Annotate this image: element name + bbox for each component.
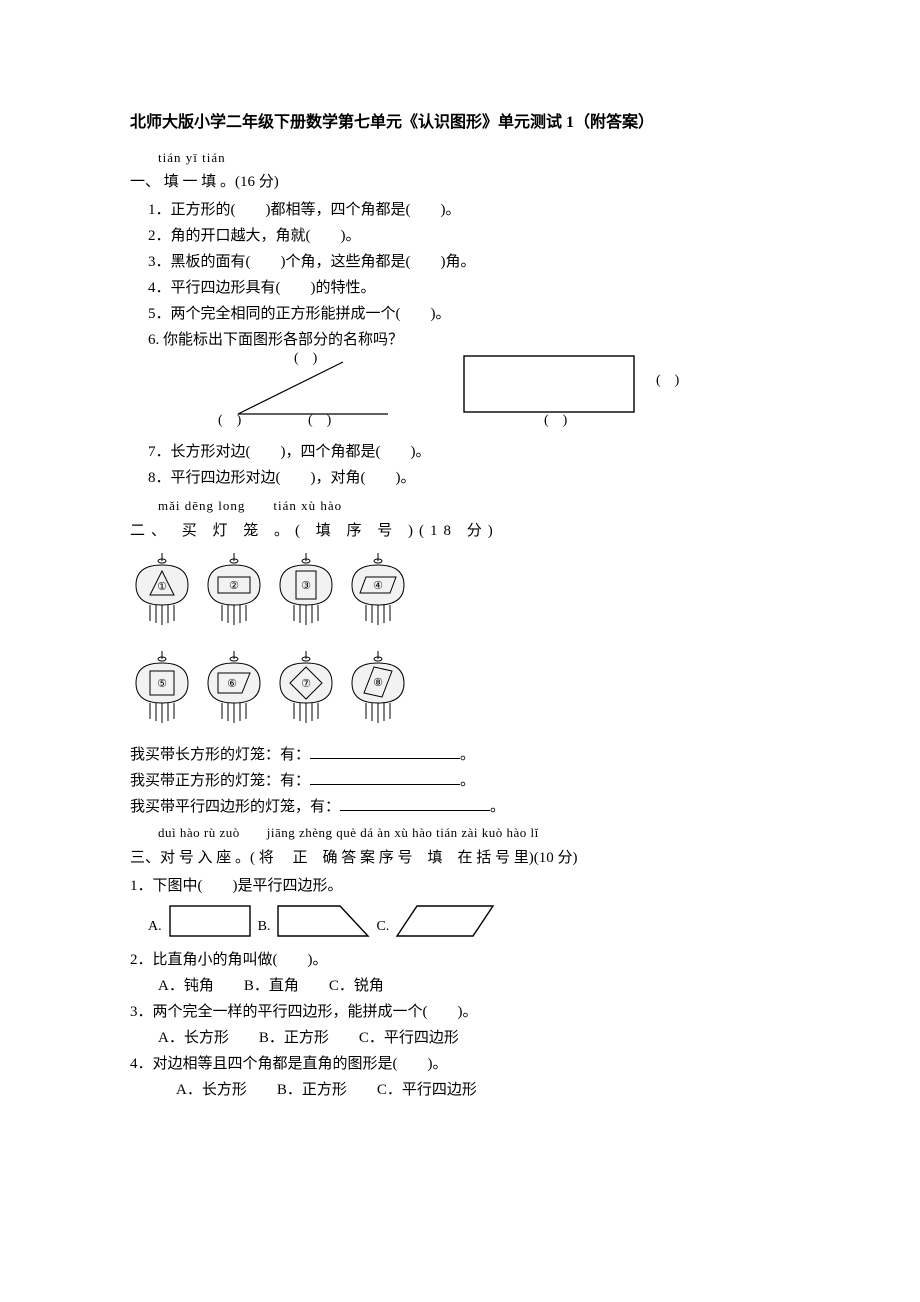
- a2-prefix: 我买带正方形的灯笼：有：: [130, 773, 310, 789]
- q5: 5．两个完全相同的正方形能拼成一个( )。: [148, 302, 790, 326]
- a-suffix: 。: [460, 747, 475, 763]
- lantern-2: ②: [202, 551, 266, 631]
- sec2-answer-1: 我买带长方形的灯笼：有： 。: [130, 743, 790, 767]
- q6-figures: ( ) ( ) ( ) ( ) ( ): [148, 354, 790, 434]
- sec3-q1-shapes: A. B. C.: [130, 904, 790, 938]
- sec3-q4: 4．对边相等且四个角都是直角的图形是( )。: [130, 1052, 790, 1076]
- a1-prefix: 我买带长方形的灯笼：有：: [130, 747, 310, 763]
- lantern-icon: ⑧: [346, 649, 410, 729]
- rect-label-right: ( ): [656, 370, 679, 392]
- q7: 7．长方形对边( )，四个角都是( )。: [148, 440, 790, 464]
- lantern-5: ⑤: [130, 649, 194, 729]
- lantern-7: ⑦: [274, 649, 338, 729]
- rect-figure: ( ) ( ): [458, 354, 698, 434]
- q6: 6. 你能标出下面图形各部分的名称吗？: [148, 328, 790, 352]
- lantern-number: ⑧: [373, 677, 383, 689]
- q1: 1．正方形的( )都相等，四个角都是( )。: [148, 198, 790, 222]
- sec3-q2: 2．比直角小的角叫做( )。: [130, 948, 790, 972]
- q2: 2．角的开口越大，角就( )。: [148, 224, 790, 248]
- lantern-4: ④: [346, 551, 410, 631]
- lantern-row-2: ⑤ ⑥ ⑦: [130, 649, 790, 729]
- parallelogram-shape-icon: [395, 904, 495, 938]
- lantern-number: ⑦: [301, 678, 311, 690]
- lantern-icon: ④: [346, 551, 410, 631]
- q3: 3．黑板的面有( )个角，这些角都是( )角。: [148, 250, 790, 274]
- sec3-q1: 1．下图中( )是平行四边形。: [130, 874, 790, 898]
- angle-figure: ( ) ( ) ( ): [208, 354, 418, 424]
- sec3-q2-opts: A．钝角 B．直角 C．锐角: [130, 974, 790, 998]
- q8: 8．平行四边形对边( )，对角( )。: [148, 466, 790, 490]
- doc-title: 北师大版小学二年级下册数学第七单元《认识图形》单元测试 1（附答案）: [130, 110, 790, 136]
- opt-a-label: A.: [148, 916, 162, 938]
- lantern-icon: ⑦: [274, 649, 338, 729]
- sec1-head: 一、 填 一 填 。(16 分): [130, 170, 790, 194]
- lantern-number: ②: [229, 580, 239, 592]
- blank-line: [310, 770, 460, 785]
- lantern-6: ⑥: [202, 649, 266, 729]
- angle-label-top: ( ): [294, 348, 317, 370]
- lantern-1: ①: [130, 551, 194, 631]
- sec3-pinyin: duì hào rù zuò jiāng zhèng què dá àn xù …: [130, 823, 790, 844]
- sec2-answer-2: 我买带正方形的灯笼：有： 。: [130, 769, 790, 793]
- lantern-number: ①: [157, 581, 167, 593]
- a-suffix: 。: [490, 799, 505, 815]
- page: 北师大版小学二年级下册数学第七单元《认识图形》单元测试 1（附答案） tián …: [0, 0, 920, 1162]
- a-suffix: 。: [460, 773, 475, 789]
- q4: 4．平行四边形具有( )的特性。: [148, 276, 790, 300]
- rect-label-bottom: ( ): [544, 410, 567, 432]
- opt-b-label: B.: [258, 916, 271, 938]
- lantern-8: ⑧: [346, 649, 410, 729]
- blank-line: [340, 796, 490, 811]
- sec3-q3-opts: A．长方形 B．正方形 C．平行四边形: [130, 1026, 790, 1050]
- sec3-head: 三、对 号 入 座 。( 将 正 确 答 案 序 号 填 在 括 号 里)(10…: [130, 846, 790, 870]
- opt-c-label: C.: [376, 916, 389, 938]
- lantern-number: ④: [373, 580, 383, 592]
- lantern-number: ⑤: [157, 678, 167, 690]
- lantern-icon: ①: [130, 551, 194, 631]
- sec2-head: 二、 买 灯 笼 。( 填 序 号 )(18 分): [130, 519, 790, 543]
- lantern-number: ⑥: [227, 678, 237, 690]
- lantern-row-1: ① ② ③: [130, 551, 790, 631]
- sec2-pinyin: mǎi dēng long tián xù hào: [130, 496, 790, 517]
- sec3-q3: 3．两个完全一样的平行四边形，能拼成一个( )。: [130, 1000, 790, 1024]
- lantern-icon: ②: [202, 551, 266, 631]
- lantern-number: ③: [301, 580, 311, 592]
- sec2-answer-3: 我买带平行四边形的灯笼，有： 。: [130, 795, 790, 819]
- trapezoid-shape-icon: [276, 904, 370, 938]
- angle-label-left: ( ): [218, 410, 241, 432]
- sec1-pinyin: tián yī tián: [130, 148, 790, 169]
- angle-label-right: ( ): [308, 410, 331, 432]
- a3-prefix: 我买带平行四边形的灯笼，有：: [130, 799, 340, 815]
- lantern-icon: ③: [274, 551, 338, 631]
- lantern-icon: ⑤: [130, 649, 194, 729]
- rectangle-shape-icon: [168, 904, 252, 938]
- sec1-body: 1．正方形的( )都相等，四个角都是( )。 2．角的开口越大，角就( )。 3…: [130, 198, 790, 490]
- lantern-3: ③: [274, 551, 338, 631]
- blank-line: [310, 744, 460, 759]
- lantern-icon: ⑥: [202, 649, 266, 729]
- sec3-q4-opts: A．长方形 B．正方形 C．平行四边形: [130, 1078, 790, 1102]
